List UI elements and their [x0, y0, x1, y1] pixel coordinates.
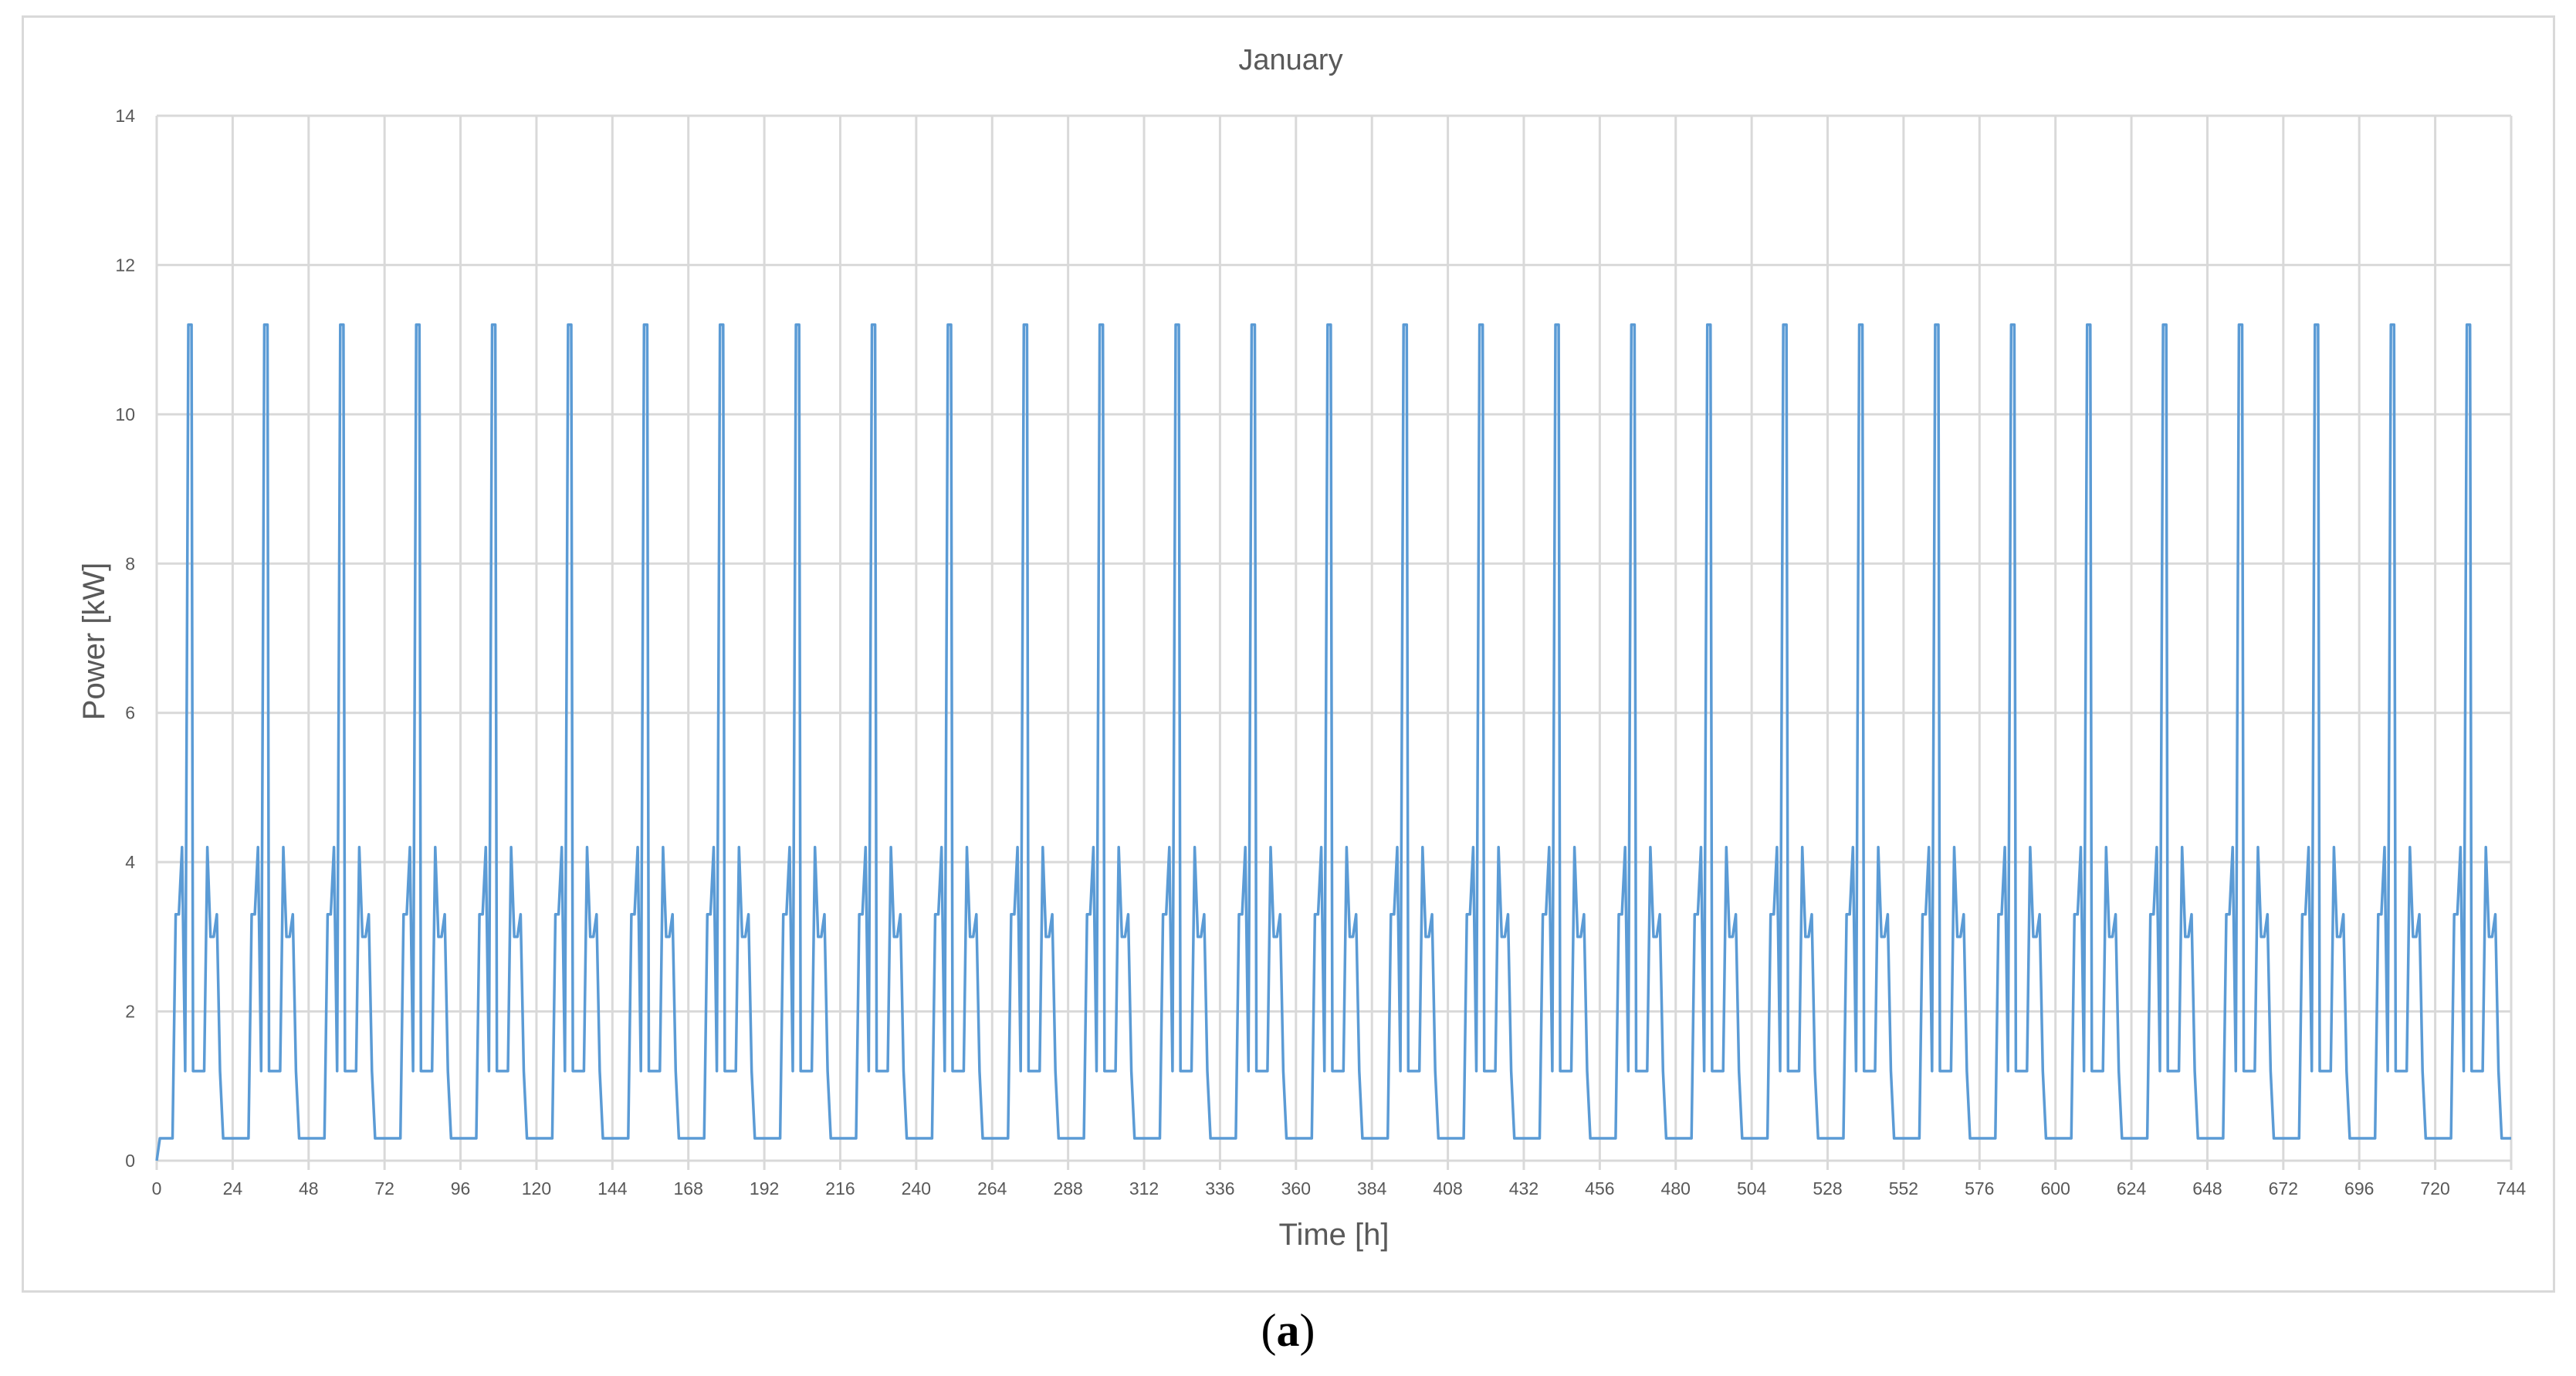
- y-axis-ticks: 0 2 4 6 8 10 12 14: [115, 106, 135, 1171]
- x-tick-label: 240: [902, 1178, 931, 1199]
- x-tick-label: 528: [1813, 1178, 1842, 1199]
- x-tick-label: 720: [2420, 1178, 2449, 1199]
- y-tick-label: 8: [125, 553, 135, 573]
- x-tick-label: 480: [1661, 1178, 1691, 1199]
- x-tick-label: 192: [750, 1178, 779, 1199]
- y-tick-label: 0: [125, 1151, 135, 1171]
- y-tick-label: 4: [125, 852, 135, 872]
- x-tick-label: 72: [374, 1178, 394, 1199]
- x-tick-label: 264: [977, 1178, 1007, 1199]
- x-tick-label: 48: [299, 1178, 319, 1199]
- x-tick-label: 312: [1129, 1178, 1159, 1199]
- x-tick-label: 144: [597, 1178, 628, 1199]
- x-tick-label: 336: [1205, 1178, 1234, 1199]
- x-tick-label: 0: [152, 1178, 162, 1199]
- x-tick-label: 744: [2496, 1178, 2527, 1199]
- x-tick-label: 384: [1357, 1178, 1387, 1199]
- x-tick-label: 624: [2117, 1178, 2147, 1199]
- caption-close: ): [1299, 1305, 1315, 1356]
- x-tick-label: 360: [1281, 1178, 1311, 1199]
- x-tick-label: 696: [2344, 1178, 2374, 1199]
- y-tick-label: 6: [125, 703, 135, 723]
- x-tick-label: 648: [2192, 1178, 2222, 1199]
- x-tick-label: 216: [825, 1178, 855, 1199]
- figure-caption: (a): [0, 1304, 2576, 1357]
- x-tick-label: 600: [2040, 1178, 2070, 1199]
- x-tick-label: 96: [451, 1178, 471, 1199]
- x-tick-label: 432: [1509, 1178, 1538, 1199]
- x-tick-label: 576: [1965, 1178, 1994, 1199]
- series-layer: [155, 323, 2511, 1161]
- grid: [155, 114, 2513, 1170]
- y-axis-title: Power [kW]: [77, 563, 111, 720]
- y-tick-label: 10: [115, 404, 135, 424]
- x-tick-label: 504: [1737, 1178, 1767, 1199]
- caption-letter: a: [1276, 1305, 1300, 1356]
- x-tick-label: 672: [2269, 1178, 2298, 1199]
- y-tick-label: 2: [125, 1002, 135, 1022]
- chart-title: January: [1238, 44, 1342, 76]
- x-axis-title: Time [h]: [1279, 1218, 1390, 1252]
- x-tick-label: 552: [1889, 1178, 1918, 1199]
- x-tick-label: 288: [1053, 1178, 1082, 1199]
- chart-frame: January 0 2 4 6 8 10 12 14 0 24 48 72 96 120 144 168 19…: [22, 15, 2555, 1293]
- x-axis-ticks: 0 24 48 72 96 120 144 168 192 216 240 264 288 312 336 3…: [152, 1178, 2527, 1199]
- y-tick-label: 12: [115, 255, 135, 275]
- x-tick-label: 24: [223, 1178, 243, 1199]
- y-tick-label: 14: [115, 106, 135, 126]
- x-tick-label: 456: [1585, 1178, 1614, 1199]
- power-series-line: [155, 323, 2511, 1161]
- caption-open: (: [1261, 1305, 1277, 1356]
- x-tick-label: 408: [1433, 1178, 1462, 1199]
- x-tick-label: 168: [674, 1178, 703, 1199]
- x-tick-label: 120: [522, 1178, 551, 1199]
